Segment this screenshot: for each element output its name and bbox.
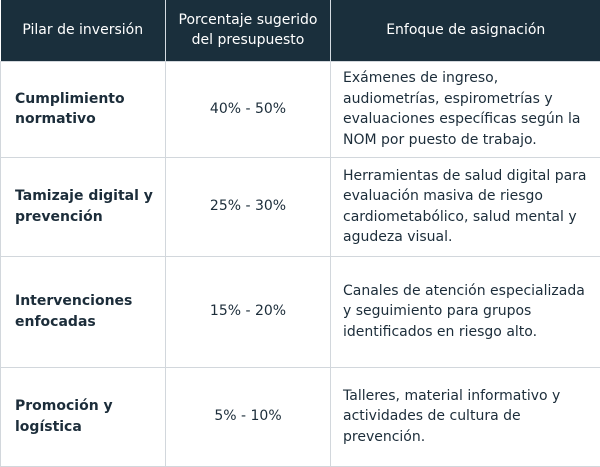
table-header: Pilar de inversión Porcentaje sugerido d… — [1, 0, 600, 61]
header-percentage: Porcentaje sugerido del presupuesto — [166, 0, 331, 61]
header-pillar: Pilar de inversión — [1, 0, 166, 61]
percentage-cell: 25% - 30% — [166, 157, 331, 256]
table-row: Promoción y logística 5% - 10% Talleres,… — [1, 367, 600, 466]
table-row: Intervenciones enfocadas 15% - 20% Canal… — [1, 256, 600, 367]
focus-cell: Canales de atención especializada y segu… — [331, 256, 600, 367]
header-focus: Enfoque de asignación — [331, 0, 600, 61]
pillar-cell: Promoción y logística — [1, 367, 166, 466]
percentage-cell: 40% - 50% — [166, 61, 331, 157]
table-row: Cumplimiento normativo 40% - 50% Exámene… — [1, 61, 600, 157]
focus-cell: Talleres, material informativo y activid… — [331, 367, 600, 466]
focus-cell: Herramientas de salud digital para evalu… — [331, 157, 600, 256]
pillar-cell: Cumplimiento normativo — [1, 61, 166, 157]
table-body: Cumplimiento normativo 40% - 50% Exámene… — [1, 61, 600, 466]
focus-cell: Exámenes de ingreso, audiometrías, espir… — [331, 61, 600, 157]
pillar-cell: Tamizaje digital y prevención — [1, 157, 166, 256]
pillar-cell: Intervenciones enfocadas — [1, 256, 166, 367]
table-row: Tamizaje digital y prevención 25% - 30% … — [1, 157, 600, 256]
percentage-cell: 5% - 10% — [166, 367, 331, 466]
header-row: Pilar de inversión Porcentaje sugerido d… — [1, 0, 600, 61]
percentage-cell: 15% - 20% — [166, 256, 331, 367]
